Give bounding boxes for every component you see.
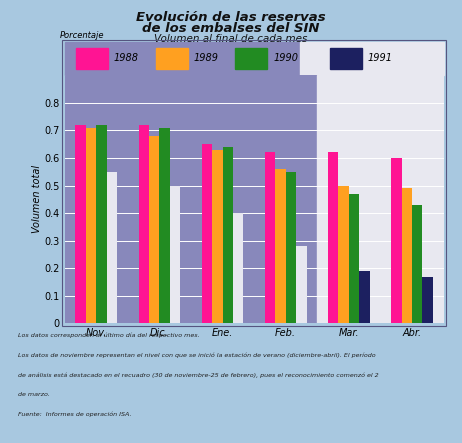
Text: 1988: 1988 xyxy=(114,53,139,63)
Bar xyxy=(75,125,86,323)
Bar xyxy=(202,144,212,323)
Y-axis label: Volumen total: Volumen total xyxy=(32,165,42,233)
Bar xyxy=(401,188,412,323)
Bar xyxy=(317,75,444,323)
Text: de los embalses del SIN: de los embalses del SIN xyxy=(142,22,320,35)
Bar xyxy=(338,186,349,323)
Text: Los datos corresponden al último día del respectivo mes.: Los datos corresponden al último día del… xyxy=(18,332,200,338)
Bar xyxy=(170,186,180,323)
Bar xyxy=(359,271,370,323)
Bar xyxy=(139,125,149,323)
Bar xyxy=(76,48,108,69)
Bar xyxy=(265,152,275,323)
Bar xyxy=(422,276,433,323)
Bar xyxy=(212,150,223,323)
Text: Fuente:  Informes de operación ISA.: Fuente: Informes de operación ISA. xyxy=(18,412,132,417)
Bar xyxy=(233,213,243,323)
Bar xyxy=(412,205,422,323)
Bar xyxy=(223,147,233,323)
Bar xyxy=(275,169,286,323)
Bar xyxy=(235,48,267,69)
Text: 1991: 1991 xyxy=(368,53,393,63)
Text: 1989: 1989 xyxy=(194,53,219,63)
Bar xyxy=(330,48,362,69)
Bar xyxy=(65,42,299,75)
Bar xyxy=(149,136,159,323)
Bar xyxy=(286,172,296,323)
Text: Evolución de las reservas: Evolución de las reservas xyxy=(136,11,326,24)
Bar xyxy=(107,172,117,323)
Text: de análisis está destacado en el recuadro (30 de noviembre-25 de febrero), pues : de análisis está destacado en el recuadr… xyxy=(18,372,379,377)
Bar xyxy=(391,158,401,323)
Bar xyxy=(65,75,317,323)
Text: Los datos de noviembre representan el nivel con que se inició la estación de ver: Los datos de noviembre representan el ni… xyxy=(18,352,376,358)
Bar xyxy=(349,194,359,323)
Text: de marzo.: de marzo. xyxy=(18,392,50,397)
Text: Porcentaje: Porcentaje xyxy=(60,31,104,40)
Bar xyxy=(328,152,338,323)
Text: Volumen al final de cada mes: Volumen al final de cada mes xyxy=(154,34,308,44)
Bar xyxy=(299,42,444,75)
Bar xyxy=(96,125,107,323)
Bar xyxy=(159,128,170,323)
Bar xyxy=(86,128,96,323)
Text: 1990: 1990 xyxy=(273,53,298,63)
Bar xyxy=(296,246,306,323)
Bar xyxy=(156,48,188,69)
